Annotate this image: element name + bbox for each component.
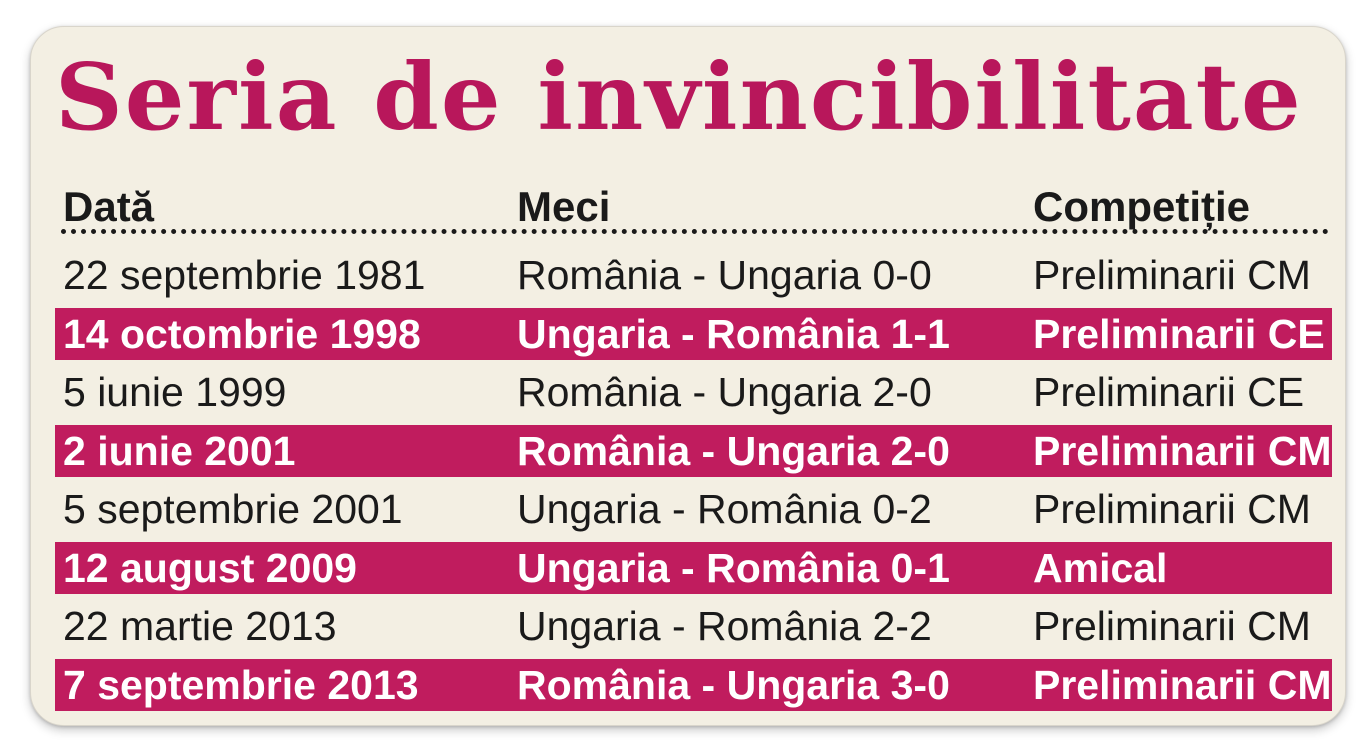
row-match: Ungaria - România 0-1 — [517, 544, 950, 591]
column-header-match: Meci — [517, 183, 611, 230]
row-date: 2 iunie 2001 — [63, 427, 296, 474]
table-header: Dată Meci Competiție — [61, 177, 1331, 237]
row-competition: Preliminarii CM — [1033, 661, 1332, 708]
row-competition: Preliminarii CE — [1033, 310, 1325, 357]
row-competition: Preliminarii CE — [1033, 369, 1305, 415]
table-row: 2 iunie 2001 România - Ungaria 2-0 Preli… — [55, 424, 1332, 477]
table-row: 5 septembrie 2001 Ungaria - România 0-2 … — [55, 483, 1332, 535]
column-header-date: Dată — [63, 183, 155, 230]
row-competition: Preliminarii CM — [1033, 486, 1311, 532]
row-competition: Preliminarii CM — [1033, 603, 1311, 649]
row-date: 5 septembrie 2001 — [63, 486, 403, 532]
row-match: România - Ungaria 3-0 — [517, 661, 950, 708]
table-row: 22 martie 2013 Ungaria - România 2-2 Pre… — [55, 600, 1332, 652]
row-date: 22 martie 2013 — [63, 603, 337, 649]
results-card: Seria de invincibilitate Dată Meci Compe… — [30, 26, 1346, 726]
row-competition: Preliminarii CM — [1033, 252, 1311, 298]
table-row: 12 august 2009 Ungaria - România 0-1 Ami… — [55, 541, 1332, 594]
row-match: Ungaria - România 2-2 — [517, 603, 932, 649]
row-match: Ungaria - România 0-2 — [517, 486, 932, 532]
row-competition: Amical — [1033, 544, 1168, 591]
table-row: 22 septembrie 1981 România - Ungaria 0-0… — [55, 249, 1332, 301]
row-competition: Preliminarii CM — [1033, 427, 1332, 474]
row-date: 14 octombrie 1998 — [63, 310, 421, 357]
row-match: România - Ungaria 0-0 — [517, 252, 932, 298]
page-title: Seria de invincibilitate — [55, 43, 1303, 151]
table-row: 14 octombrie 1998 Ungaria - România 1-1 … — [55, 307, 1332, 360]
table-row: 5 iunie 1999 România - Ungaria 2-0 Preli… — [55, 366, 1332, 418]
row-match: Ungaria - România 1-1 — [517, 310, 950, 357]
row-match: România - Ungaria 2-0 — [517, 427, 950, 474]
row-date: 7 septembrie 2013 — [63, 661, 419, 708]
table-row: 7 septembrie 2013 România - Ungaria 3-0 … — [55, 658, 1332, 711]
row-date: 12 august 2009 — [63, 544, 357, 591]
row-match: România - Ungaria 2-0 — [517, 369, 932, 415]
row-date: 22 septembrie 1981 — [63, 252, 426, 298]
column-header-competition: Competiție — [1033, 183, 1251, 230]
row-date: 5 iunie 1999 — [63, 369, 287, 415]
header-divider — [61, 229, 1329, 234]
